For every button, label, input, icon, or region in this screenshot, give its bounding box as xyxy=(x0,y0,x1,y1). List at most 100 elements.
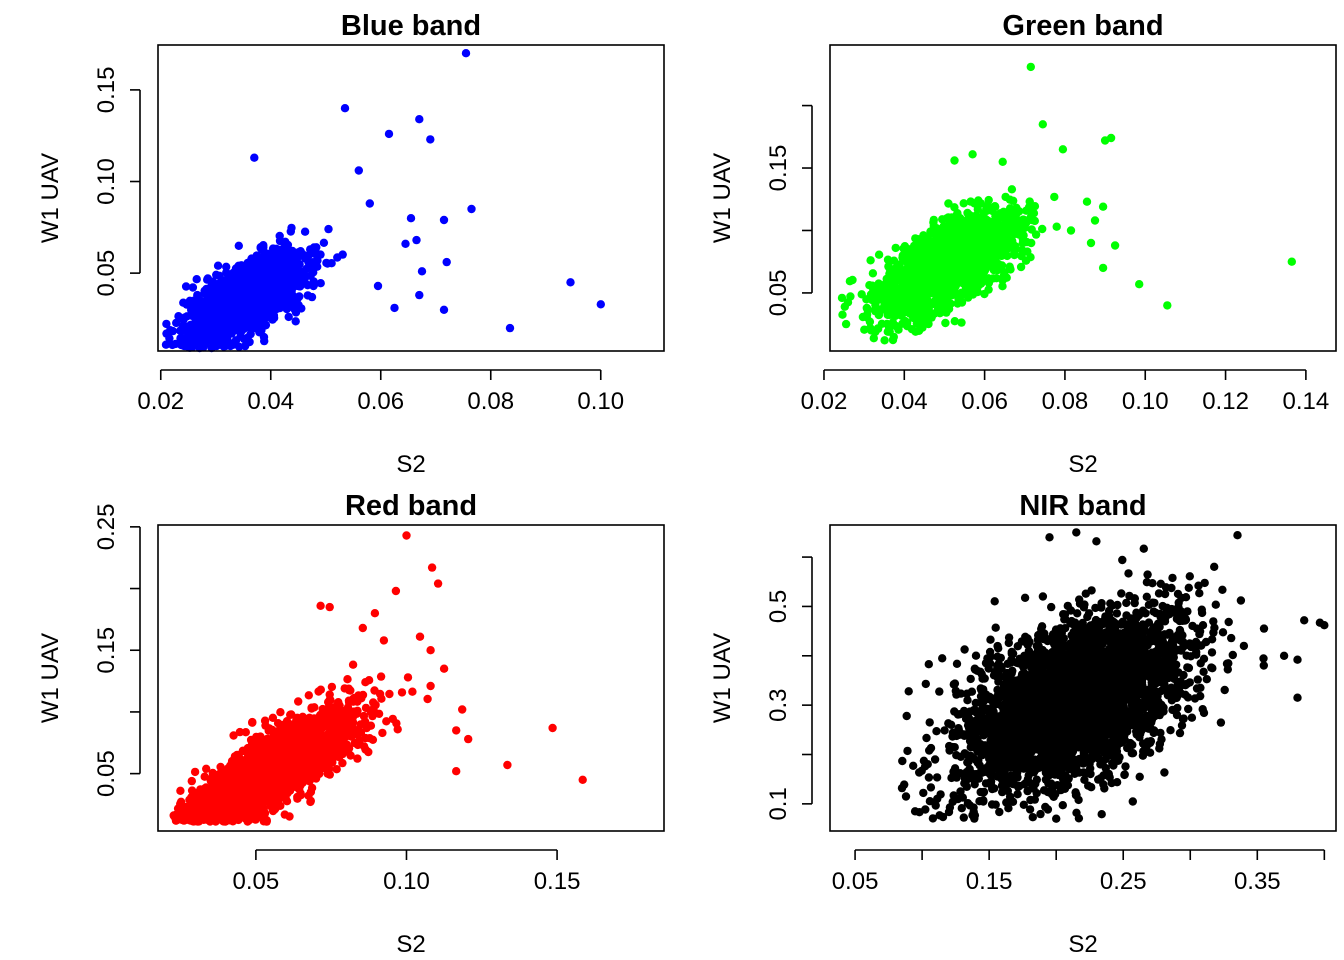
scatter-point xyxy=(1026,62,1036,72)
scatter-point xyxy=(200,339,210,348)
x-tick-label: 0.04 xyxy=(881,388,928,415)
scatter-point xyxy=(866,256,875,265)
scatter-point xyxy=(303,291,312,300)
scatter-point xyxy=(947,277,957,286)
scatter-point xyxy=(280,810,289,819)
scatter-point xyxy=(285,258,294,267)
scatter-point xyxy=(234,295,243,304)
scatter-point xyxy=(909,298,918,307)
scatter-point xyxy=(933,306,942,315)
scatter-point xyxy=(876,305,885,314)
scatter-point xyxy=(294,697,303,706)
scatter-point xyxy=(439,305,449,314)
x-tick-label: 0.10 xyxy=(1122,388,1169,415)
scatter-point xyxy=(1017,251,1026,261)
x-tick-label: 0.08 xyxy=(1042,388,1089,415)
scatter-point xyxy=(412,235,421,245)
scatter-point xyxy=(891,321,901,331)
scatter-point xyxy=(192,275,201,284)
scatter-point xyxy=(186,300,195,310)
scatter-point xyxy=(957,318,966,327)
x-tick-label: 0.14 xyxy=(1283,388,1330,415)
scatter-point xyxy=(1030,216,1040,226)
scatter-point xyxy=(176,786,185,795)
scatter-point xyxy=(275,231,284,241)
plot-frame xyxy=(157,44,665,352)
scatter-point xyxy=(188,283,198,292)
scatter-point xyxy=(929,244,938,253)
scatter-point xyxy=(244,322,254,332)
scatter-point xyxy=(255,328,264,337)
x-tick-label: 0.06 xyxy=(357,388,404,415)
scatter-point xyxy=(272,290,282,299)
scatter-point xyxy=(161,340,171,349)
scatter-point xyxy=(181,324,190,333)
scatter-point xyxy=(888,335,898,345)
scatter-point xyxy=(980,289,989,299)
y-tick-label: 0.15 xyxy=(93,67,120,114)
scatter-point xyxy=(950,317,959,326)
scatter-point xyxy=(566,278,575,287)
scatter-point xyxy=(228,304,237,313)
scatter-point xyxy=(935,298,944,307)
scatter-point xyxy=(945,299,954,308)
scatter-point xyxy=(880,336,889,345)
scatter-point xyxy=(1003,251,1012,261)
scatter-point xyxy=(316,685,325,694)
scatter-point xyxy=(998,157,1007,166)
scatter-point xyxy=(895,310,905,319)
scatter-point xyxy=(408,687,417,696)
scatter-point xyxy=(948,224,957,234)
scatter-point xyxy=(505,323,515,333)
scatter-point xyxy=(279,250,288,259)
scatter-point xyxy=(918,323,927,332)
scatter-point xyxy=(868,281,877,290)
scatter-point xyxy=(268,315,277,324)
scatter-point xyxy=(1000,219,1010,228)
scatter-point xyxy=(291,267,300,277)
scatter-point xyxy=(1007,185,1017,194)
scatter-point xyxy=(289,298,298,308)
scatter-point xyxy=(212,270,221,279)
x-tick-label: 0.02 xyxy=(801,388,848,415)
scatter-point xyxy=(1086,238,1096,248)
scatter-point xyxy=(297,304,306,313)
y-tick-label: 0.10 xyxy=(93,158,120,205)
scatter-point xyxy=(911,285,920,294)
scatter-point xyxy=(837,293,847,303)
scatter-point xyxy=(257,309,267,319)
scatter-point xyxy=(998,242,1007,252)
scatter-point xyxy=(838,310,847,319)
scatter-point xyxy=(213,261,223,270)
scatter-point xyxy=(1038,120,1048,129)
scatter-point xyxy=(952,213,961,223)
scatter-point xyxy=(222,262,231,271)
scatter-point xyxy=(1082,197,1092,206)
scatter-point xyxy=(983,202,993,212)
scatter-point xyxy=(923,233,932,242)
scatter-point xyxy=(963,293,973,302)
scatter-point xyxy=(333,253,342,262)
scatter-point xyxy=(286,227,295,236)
scatter-point xyxy=(217,329,226,338)
scatter-point xyxy=(905,309,915,318)
scatter-point xyxy=(377,694,386,703)
scatter-point xyxy=(241,728,250,737)
scatter-point xyxy=(197,298,207,307)
scatter-point xyxy=(898,295,907,305)
scatter-point xyxy=(439,215,449,225)
y-tick-label: 0.05 xyxy=(93,250,120,297)
scatter-point xyxy=(267,273,276,282)
scatter-point xyxy=(365,199,374,208)
scatter-point xyxy=(1066,226,1076,235)
scatter-point xyxy=(237,305,246,315)
scatter-point xyxy=(231,266,241,276)
points-blue xyxy=(161,49,605,353)
scatter-point xyxy=(373,281,383,291)
scatter-point xyxy=(959,199,968,208)
scatter-point xyxy=(397,688,407,697)
scatter-point xyxy=(216,289,226,298)
scatter-point xyxy=(290,305,299,314)
